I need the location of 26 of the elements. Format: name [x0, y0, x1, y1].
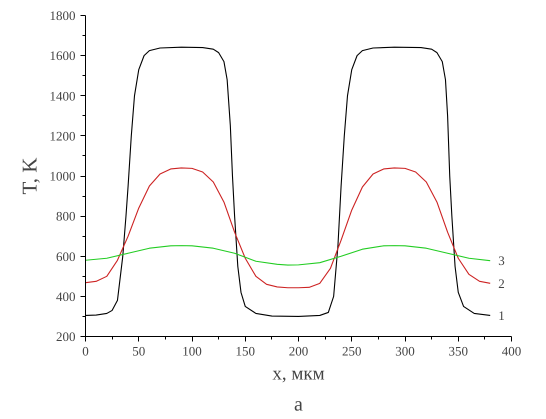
series-label: 2 — [498, 276, 505, 291]
x-tick-label: 100 — [182, 344, 202, 358]
line-series — [86, 167, 491, 288]
x-axis-title: x, мкм — [272, 364, 325, 384]
x-tick-label: 200 — [288, 344, 308, 358]
y-tick-label: 800 — [56, 208, 76, 224]
text: a — [294, 394, 304, 416]
x-tick-label: 250 — [342, 344, 362, 358]
line-series — [86, 245, 491, 266]
y-tick-label: 600 — [56, 248, 76, 264]
y-axis-title: T, K — [18, 158, 42, 194]
x-tick-label: 50 — [132, 344, 146, 358]
x-tick-label: 150 — [236, 344, 255, 358]
y-tick-label: 1400 — [50, 88, 76, 104]
y-tick-label: 1800 — [50, 8, 76, 23]
x-tick-label: 400 — [502, 344, 522, 358]
y-tick-label: 1600 — [50, 48, 76, 64]
series-label: 1 — [498, 308, 505, 323]
y-tick-label: 200 — [56, 329, 76, 344]
x-tick-label: 350 — [448, 344, 468, 358]
x-tick-label: 300 — [395, 344, 415, 358]
y-tick-label: 400 — [56, 288, 76, 304]
y-tick-label: 1200 — [50, 128, 76, 144]
y-tick-label: 1000 — [50, 168, 76, 184]
x-tick-label: 0 — [82, 344, 89, 358]
series-label: 3 — [498, 253, 505, 268]
